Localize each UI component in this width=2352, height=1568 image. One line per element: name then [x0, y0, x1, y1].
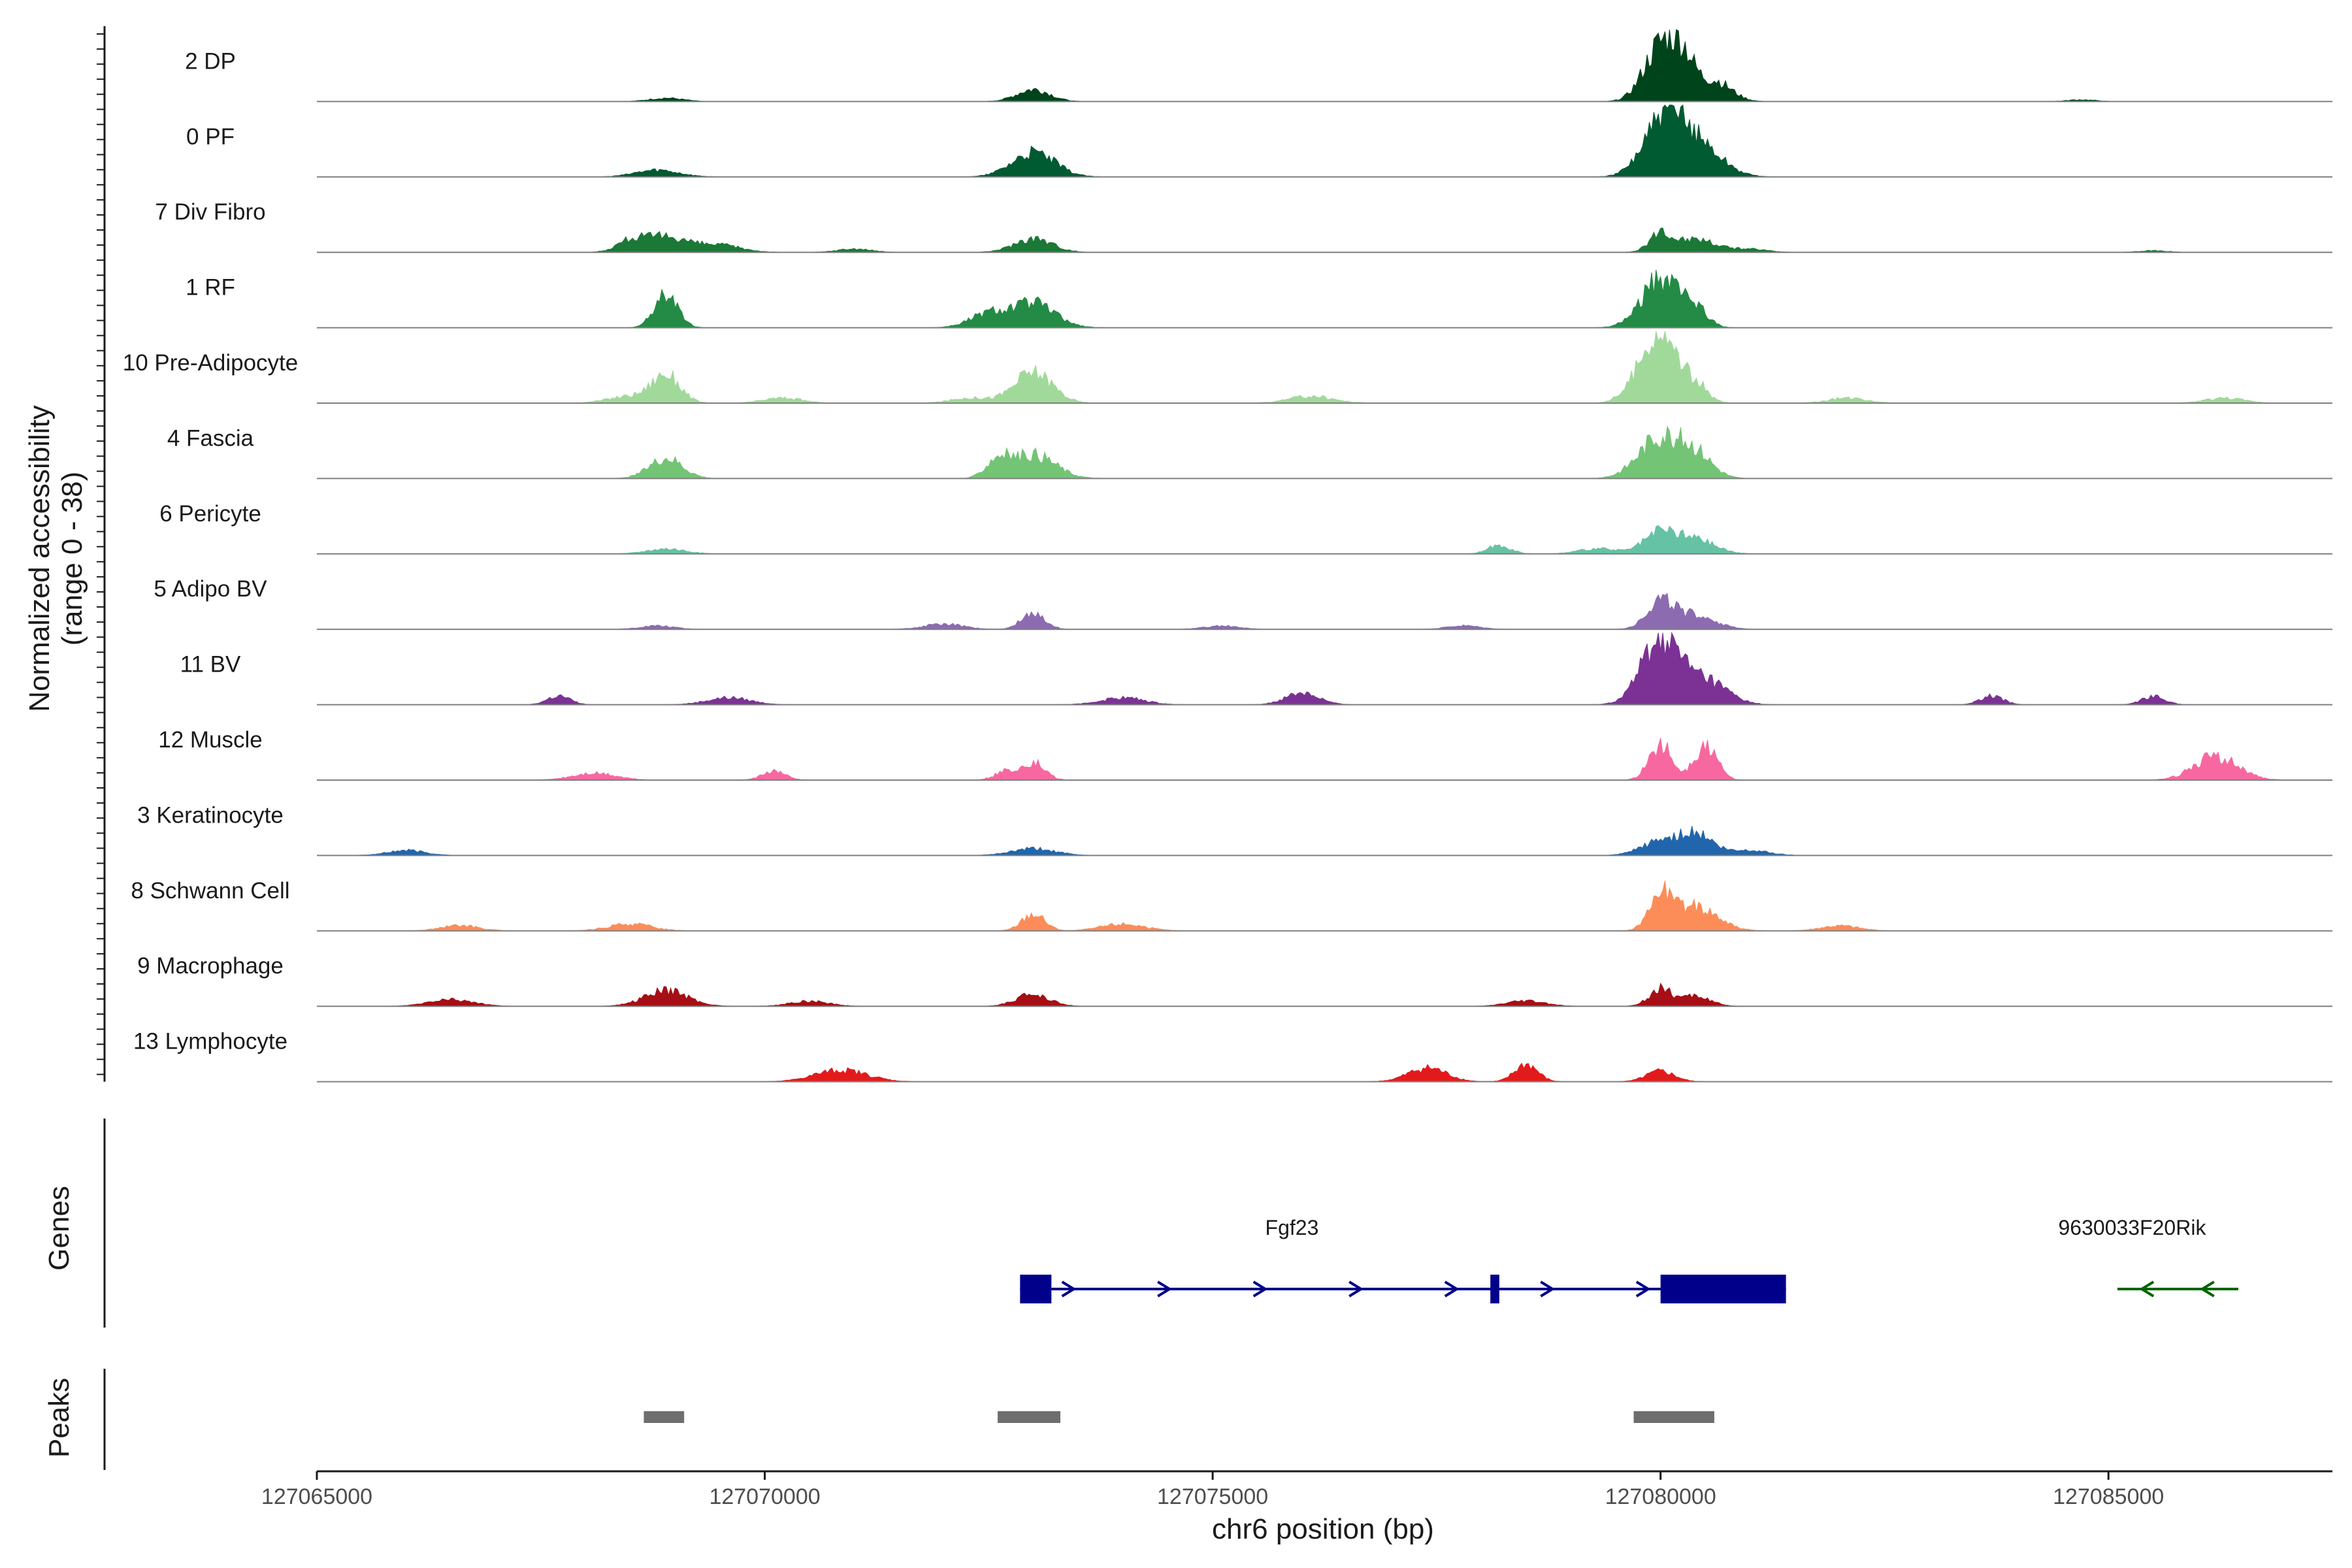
coverage-track: 12 Muscle [158, 727, 2332, 781]
strand-arrow [1635, 1281, 1651, 1298]
peak-region [644, 1411, 685, 1423]
track-label: 11 BV [180, 652, 241, 678]
strand-arrow [1157, 1281, 1172, 1298]
track-label: 3 Keratinocyte [137, 802, 284, 828]
strand-arrow [1252, 1281, 1268, 1298]
track-label: 1 RF [186, 275, 235, 301]
genes-panel: Fgf23 9630033F20Rik [103, 1119, 2239, 1328]
x-tick-label: 127080000 [1605, 1484, 1716, 1509]
coverage-area [317, 631, 2332, 706]
coverage-track: 7 Div Fibro [155, 199, 2332, 253]
peak-region [998, 1411, 1061, 1423]
track-label: 12 Muscle [158, 727, 263, 753]
coverage-area [317, 104, 2332, 178]
track-label: 9 Macrophage [137, 953, 284, 979]
coverage-track: 0 PF [186, 104, 2332, 178]
strand-arrow [2199, 1281, 2215, 1298]
coverage-area [317, 227, 2332, 253]
track-label: 13 Lymphocyte [133, 1029, 287, 1054]
gene-exon [1490, 1275, 1499, 1303]
gene-label: 9630033F20Rik [2059, 1216, 2207, 1239]
gene-exon [1660, 1275, 1786, 1303]
coverage-area [317, 1062, 2332, 1083]
peak-region [1633, 1411, 1714, 1423]
x-tick-label: 127065000 [261, 1484, 372, 1509]
track-label: 10 Pre-Adipocyte [123, 350, 298, 376]
coverage-area [317, 425, 2332, 479]
coverage-track: 11 BV [180, 631, 2332, 706]
coverage-area [317, 982, 2332, 1007]
coverage-area [317, 880, 2332, 932]
x-axis-title: chr6 position (bp) [1212, 1513, 1434, 1545]
coverage-track: 4 Fascia [167, 425, 2332, 480]
coverage-track: 10 Pre-Adipocyte [123, 331, 2332, 404]
coverage-area [317, 593, 2332, 630]
y-axis-range-label: (range 0 - 38) [56, 472, 88, 646]
strand-arrow [1348, 1281, 1364, 1298]
coverage-area [317, 826, 2332, 856]
coverage-area [317, 738, 2332, 781]
strand-arrow [1061, 1281, 1077, 1298]
coverage-track: 2 DP [185, 29, 2332, 103]
track-label: 4 Fascia [167, 425, 254, 451]
coverage-area [317, 331, 2332, 404]
gene-exon [1020, 1275, 1052, 1303]
strand-arrow [2139, 1281, 2155, 1298]
x-axis: 127065000 127070000 127075000 127080000 1270… [261, 1470, 2332, 1509]
coverage-track: 3 Keratinocyte [137, 802, 2332, 857]
x-tick-label: 127070000 [709, 1484, 820, 1509]
gene-model: Fgf23 [1020, 1216, 1786, 1303]
coverage-area [317, 269, 2332, 329]
coverage-track: 1 RF [186, 269, 2332, 329]
x-tick-label: 127075000 [1157, 1484, 1268, 1509]
y-axis-title: Normalized accessibility [24, 405, 56, 711]
coverage-track: 13 Lymphocyte [133, 1029, 2332, 1083]
track-label: 8 Schwann Cell [131, 878, 289, 904]
gene-model: 9630033F20Rik [2059, 1216, 2239, 1298]
coverage-track: 6 Pericyte [159, 501, 2332, 555]
track-label: 0 PF [186, 124, 235, 150]
gene-label: Fgf23 [1266, 1216, 1319, 1239]
track-label: 2 DP [185, 48, 236, 74]
strand-arrow [1540, 1281, 1556, 1298]
peaks-panel [103, 1369, 1714, 1470]
strand-arrow [1444, 1281, 1460, 1298]
track-label: 7 Div Fibro [155, 199, 265, 225]
track-label: 6 Pericyte [159, 501, 261, 527]
coverage-tracks: 2 DP 0 PF 7 Div Fibro 1 RF 10 Pre-Adipocyte 4… [97, 26, 2332, 1083]
coverage-area [317, 29, 2332, 102]
coverage-area [317, 525, 2332, 555]
coverage-track: 9 Macrophage [137, 953, 2332, 1007]
genes-panel-title: Genes [43, 1186, 75, 1271]
x-tick-label: 127085000 [2053, 1484, 2164, 1509]
coverage-track: 5 Adipo BV [154, 576, 2332, 630]
peaks-panel-title: Peaks [43, 1378, 75, 1458]
coverage-track: 8 Schwann Cell [131, 878, 2332, 932]
track-label: 5 Adipo BV [154, 576, 267, 602]
